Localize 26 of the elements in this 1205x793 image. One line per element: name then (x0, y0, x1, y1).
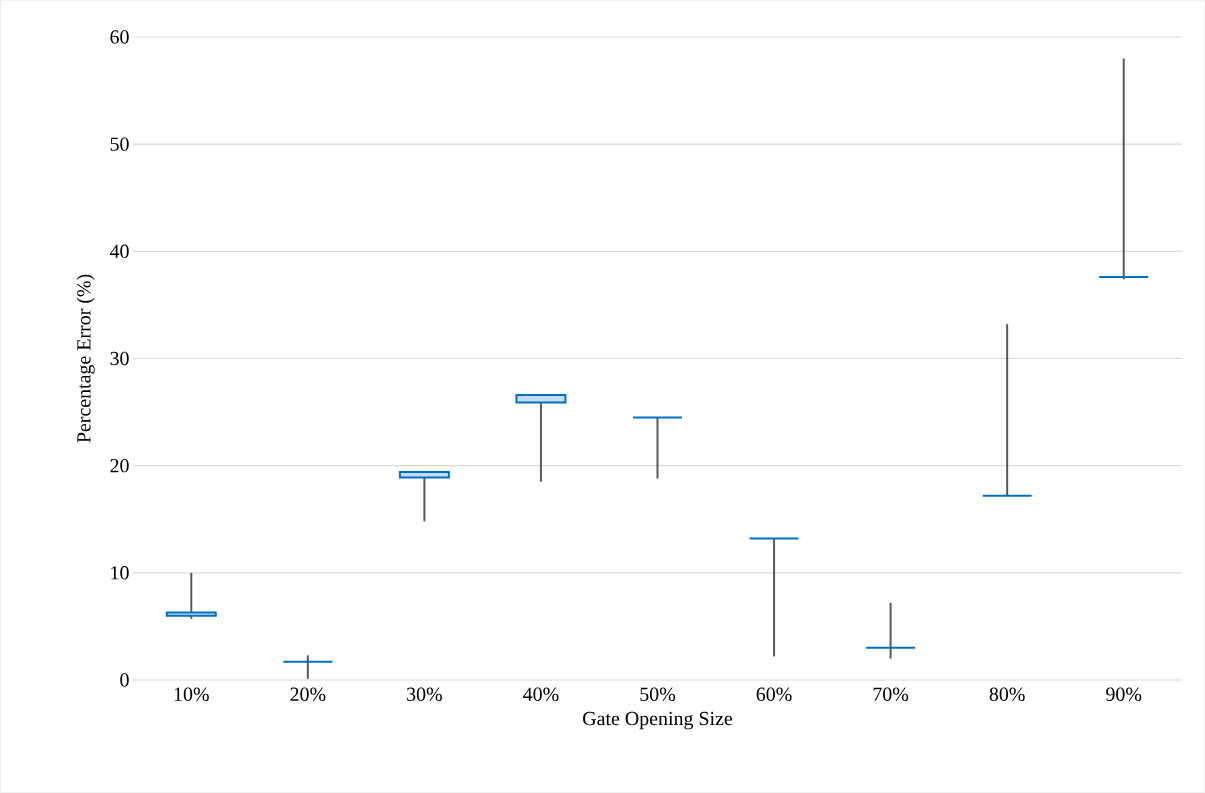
y-tick-label: 20 (110, 458, 129, 473)
y-tick-label: 60 (110, 30, 129, 44)
x-axis-title: Gate Opening Size (583, 711, 733, 730)
candlestick (865, 601, 917, 660)
x-tick-label: 10% (174, 687, 209, 702)
candlestick (282, 654, 334, 680)
candlestick (981, 323, 1033, 497)
y-tick-label: 50 (110, 137, 129, 151)
y-tick-label: 30 (110, 351, 129, 366)
x-tick-label: 60% (756, 687, 792, 702)
y-tick-label: 40 (109, 244, 129, 259)
candlestick (632, 416, 683, 480)
x-tick-label: 80% (989, 687, 1025, 702)
candlestick (748, 537, 800, 658)
x-tick-label: 90% (1106, 687, 1142, 702)
x-tick-label: 70% (873, 687, 909, 702)
candlestick (1098, 57, 1150, 281)
x-tick-label: 30% (407, 687, 442, 702)
x-tick-label: 50% (640, 687, 676, 702)
y-axis-title: Percentage Error (%) (76, 274, 95, 443)
y-tick-label: 10 (111, 566, 129, 580)
candlestick (165, 571, 217, 620)
x-tick-label: 20% (290, 687, 326, 702)
x-tick-label: 40% (523, 687, 559, 702)
candlestick (515, 393, 567, 483)
y-tick-label: 0 (120, 673, 129, 687)
